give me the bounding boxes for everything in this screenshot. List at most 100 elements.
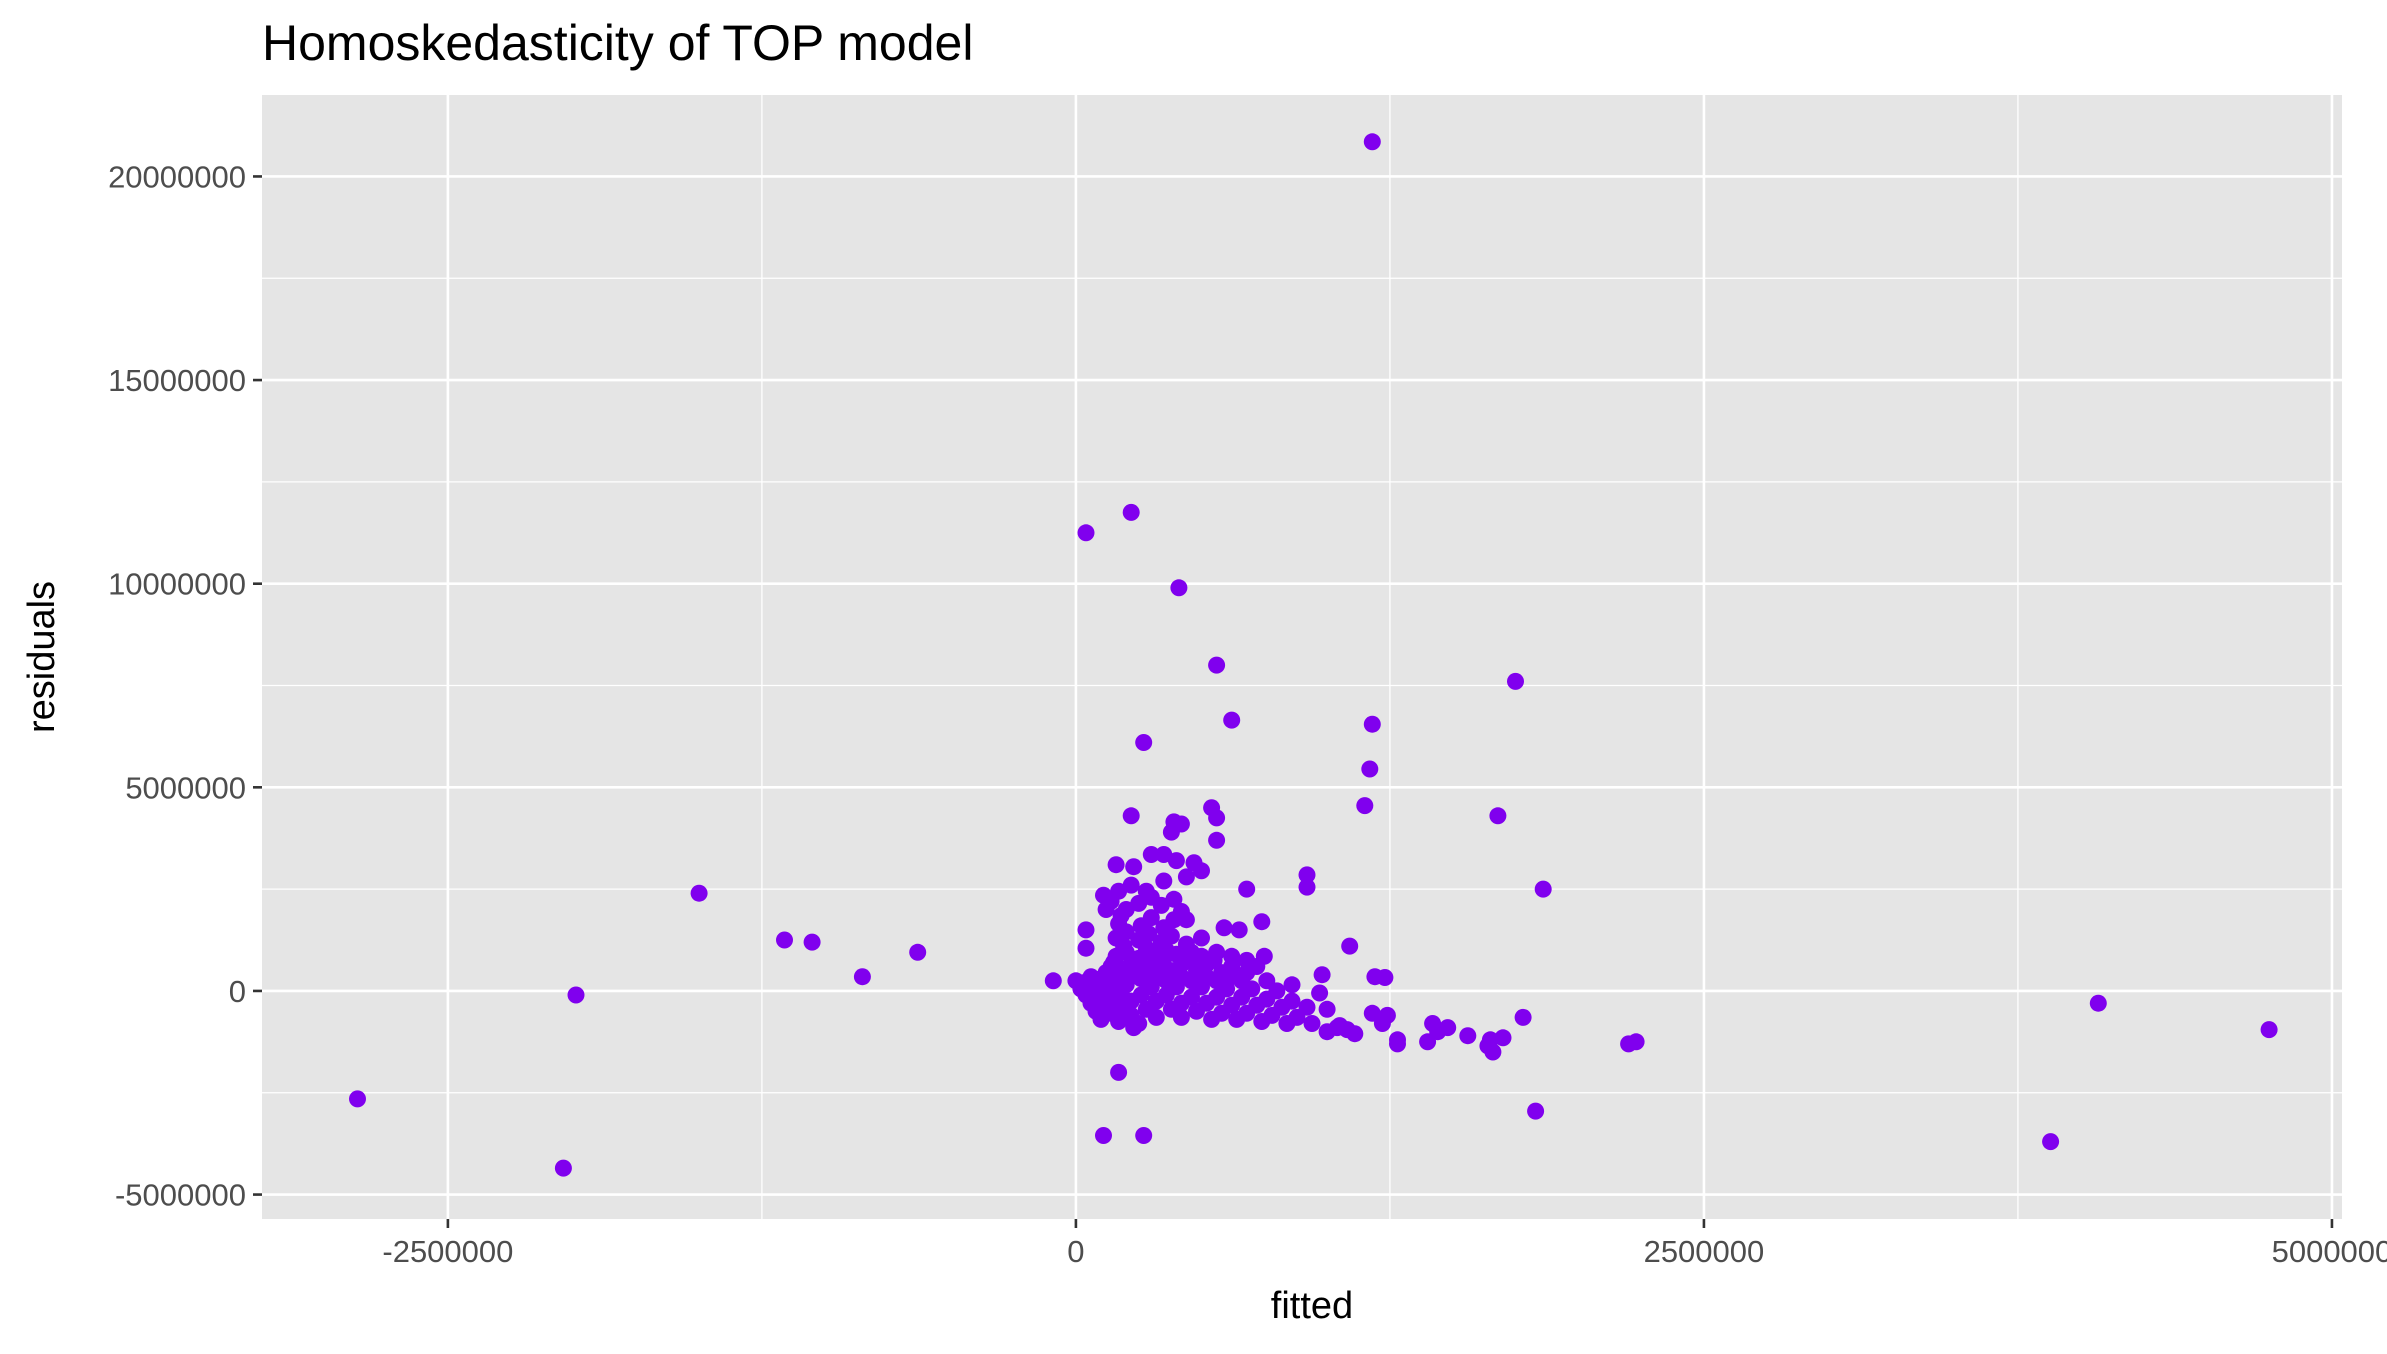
data-point <box>349 1090 366 1108</box>
data-point <box>1346 1025 1364 1043</box>
y-tick-label: 15000000 <box>108 363 246 398</box>
data-point <box>2089 994 2107 1012</box>
data-point <box>1311 984 1329 1002</box>
data-point <box>1177 868 1195 886</box>
data-point <box>1188 1002 1205 1020</box>
data-point <box>1208 831 1226 849</box>
data-point <box>1356 797 1374 815</box>
data-point <box>1208 809 1226 827</box>
data-point <box>1328 1019 1346 1037</box>
data-point <box>1172 1008 1190 1026</box>
data-point <box>1627 1033 1645 1051</box>
data-point <box>1389 1035 1406 1053</box>
data-point <box>1527 1102 1545 1120</box>
data-point <box>1155 846 1173 863</box>
y-axis-title: residuals <box>21 581 63 733</box>
data-point <box>1044 972 1062 990</box>
data-point <box>1278 1015 1296 1032</box>
data-point <box>1238 880 1256 898</box>
data-point <box>1373 1015 1391 1032</box>
data-point <box>1170 579 1188 597</box>
y-axis: -5000000 0 5000000 10000000 15000000 20000000 <box>108 159 262 1213</box>
data-point <box>1228 1010 1246 1028</box>
data-point <box>1162 823 1180 841</box>
data-point <box>1165 890 1183 908</box>
plot-panel <box>262 95 2342 1219</box>
data-point <box>1494 1029 1512 1047</box>
data-point <box>1313 966 1331 984</box>
data-point <box>803 933 821 951</box>
data-point <box>1223 711 1241 729</box>
y-tick-label: -5000000 <box>115 1178 246 1213</box>
data-point <box>1203 1010 1221 1028</box>
x-axis-title: fitted <box>1271 1285 1353 1327</box>
data-point <box>1193 929 1210 947</box>
data-point <box>1253 913 1271 931</box>
y-tick-label: 5000000 <box>125 770 246 805</box>
data-point <box>909 943 927 961</box>
data-point <box>1125 1019 1143 1037</box>
data-point <box>1298 866 1316 884</box>
data-point <box>1097 901 1115 918</box>
data-point <box>1361 760 1379 778</box>
data-point <box>2260 1021 2278 1039</box>
data-point <box>1152 896 1170 914</box>
data-point <box>1077 939 1095 957</box>
major-gridlines <box>262 95 2342 1219</box>
data-point <box>1110 1013 1128 1030</box>
data-point <box>1110 1063 1128 1081</box>
data-point <box>1193 862 1210 880</box>
data-point <box>1459 1027 1477 1045</box>
data-point <box>1122 876 1140 894</box>
data-point <box>1298 878 1316 896</box>
data-point <box>1507 672 1524 690</box>
chart-title: Homoskedasticity of TOP model <box>262 15 973 71</box>
data-point <box>1534 880 1552 898</box>
data-points <box>349 133 2278 1177</box>
y-tick-label: 10000000 <box>108 567 246 602</box>
data-point <box>1077 524 1095 542</box>
data-point <box>554 1159 572 1177</box>
x-axis: -2500000 0 2500000 5000000 <box>382 1219 2387 1269</box>
data-point <box>1363 715 1381 733</box>
data-point <box>1092 1010 1110 1028</box>
data-point <box>1125 858 1143 876</box>
data-point <box>1135 734 1153 751</box>
data-point <box>690 884 708 902</box>
data-point <box>1155 872 1173 890</box>
data-point <box>1107 856 1125 874</box>
x-tick-label: 0 <box>1067 1234 1084 1269</box>
data-point <box>1363 133 1381 151</box>
data-point <box>567 986 585 1004</box>
data-point <box>1122 503 1140 521</box>
data-point <box>776 931 793 949</box>
data-point <box>1142 846 1160 863</box>
data-point <box>1489 807 1507 825</box>
data-point <box>1135 1127 1153 1144</box>
data-point <box>1095 1127 1112 1144</box>
data-point <box>1215 919 1233 937</box>
y-tick-label: 0 <box>229 974 246 1009</box>
x-tick-label: 5000000 <box>2272 1234 2387 1269</box>
data-point <box>1376 969 1394 986</box>
data-point <box>1122 807 1140 825</box>
data-point <box>1318 1000 1336 1018</box>
data-point <box>1147 1008 1165 1026</box>
x-tick-label: 2500000 <box>1644 1234 1765 1269</box>
data-point <box>1167 852 1185 870</box>
data-point <box>1481 1031 1499 1049</box>
x-tick-label: -2500000 <box>382 1234 513 1269</box>
data-point <box>1077 921 1095 939</box>
data-point <box>1177 911 1195 929</box>
data-point <box>2042 1133 2060 1151</box>
data-point <box>1303 1015 1321 1032</box>
data-point <box>853 968 871 986</box>
data-point <box>1341 937 1359 955</box>
data-point <box>1429 1023 1447 1041</box>
data-point <box>1253 1013 1271 1030</box>
data-point <box>1208 656 1226 674</box>
data-point <box>1514 1008 1532 1026</box>
data-point <box>1230 921 1248 939</box>
y-tick-label: 20000000 <box>108 159 246 194</box>
